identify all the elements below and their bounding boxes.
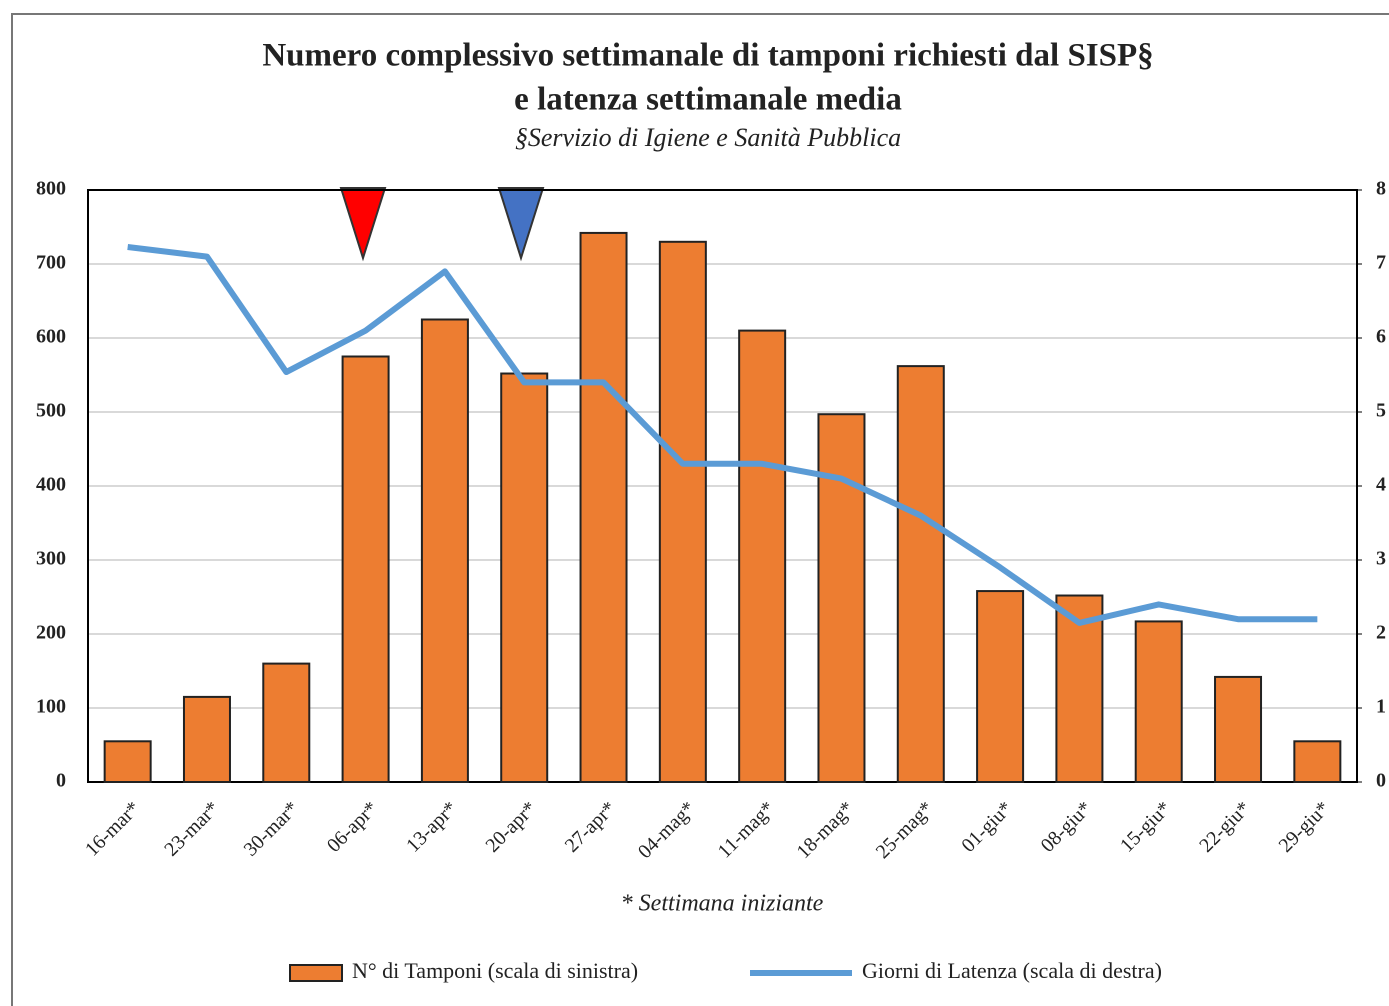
y2-tick-label: 5	[1376, 400, 1386, 422]
marker-red	[339, 187, 387, 262]
plot-border	[87, 189, 1358, 783]
bar	[262, 662, 311, 783]
x-tick-label: 06-apr*	[323, 797, 383, 857]
y2-tick-label: 6	[1376, 326, 1386, 348]
x-tick-label: 08-giu*	[1037, 797, 1097, 857]
bar	[182, 695, 231, 784]
y-tick-label: 0	[56, 770, 66, 792]
y2-tick-label: 3	[1376, 548, 1386, 570]
bar	[420, 318, 469, 783]
y-tick-label: 500	[36, 400, 66, 422]
x-tick-label: 30-mar*	[240, 797, 303, 860]
y2-tick-label: 1	[1376, 696, 1386, 718]
bar	[103, 740, 152, 783]
x-tick-label: 22-giu*	[1195, 797, 1255, 857]
x-tick-label: 16-mar*	[81, 797, 144, 860]
y-tick-label: 300	[36, 548, 66, 570]
bar	[500, 372, 549, 783]
legend-label: N° di Tamponi (scala di sinistra)	[352, 958, 638, 983]
line	[127, 244, 1318, 626]
y-tick-label: 700	[36, 252, 66, 274]
y-tick-label: 800	[36, 178, 66, 200]
y-tick-label: 600	[36, 326, 66, 348]
bar	[579, 231, 628, 784]
footnote: * Settimana iniziante	[621, 891, 824, 917]
x-tick-label: 27-apr*	[561, 797, 621, 857]
legend-swatch	[289, 964, 343, 982]
y2-tick-label: 0	[1376, 770, 1386, 792]
chart-subtitle: §Servizio di Igiene e Sanità Pubblica	[515, 123, 901, 152]
x-tick-label: 11-mag*	[714, 797, 779, 862]
bar	[896, 365, 945, 783]
x-tick-label: 23-mar*	[160, 797, 223, 860]
bar	[738, 329, 787, 783]
x-tick-label: 04-mag*	[634, 797, 700, 863]
frame	[11, 13, 1389, 1006]
x-tick-label: 25-mag*	[872, 797, 938, 863]
x-tick-label: 20-apr*	[481, 797, 541, 857]
x-tick-label: 01-giu*	[957, 797, 1017, 857]
y2-tick-label: 8	[1376, 178, 1386, 200]
bar	[1055, 594, 1104, 784]
y-tick-label: 100	[36, 696, 66, 718]
x-tick-label: 18-mag*	[792, 797, 858, 863]
bar	[1214, 675, 1263, 783]
bar	[1293, 740, 1342, 783]
bar	[976, 590, 1025, 784]
x-tick-label: 13-apr*	[402, 797, 462, 857]
y2-tick-label: 4	[1376, 474, 1386, 496]
bar	[341, 355, 390, 783]
y-tick-label: 400	[36, 474, 66, 496]
y-tick-label: 200	[36, 622, 66, 644]
bar	[658, 240, 707, 784]
chart-title: Numero complessivo settimanale di tampon…	[262, 38, 1153, 74]
chart-title: e latenza settimanale media	[514, 82, 902, 118]
bar	[817, 413, 866, 783]
marker-blue	[497, 187, 545, 262]
x-tick-label: 29-giu*	[1275, 797, 1335, 857]
x-tick-label: 15-giu*	[1116, 797, 1176, 857]
bar	[1134, 620, 1183, 783]
y2-tick-label: 2	[1376, 622, 1386, 644]
y2-tick-label: 7	[1376, 252, 1386, 274]
legend-label: Giorni di Latenza (scala di destra)	[862, 958, 1162, 983]
